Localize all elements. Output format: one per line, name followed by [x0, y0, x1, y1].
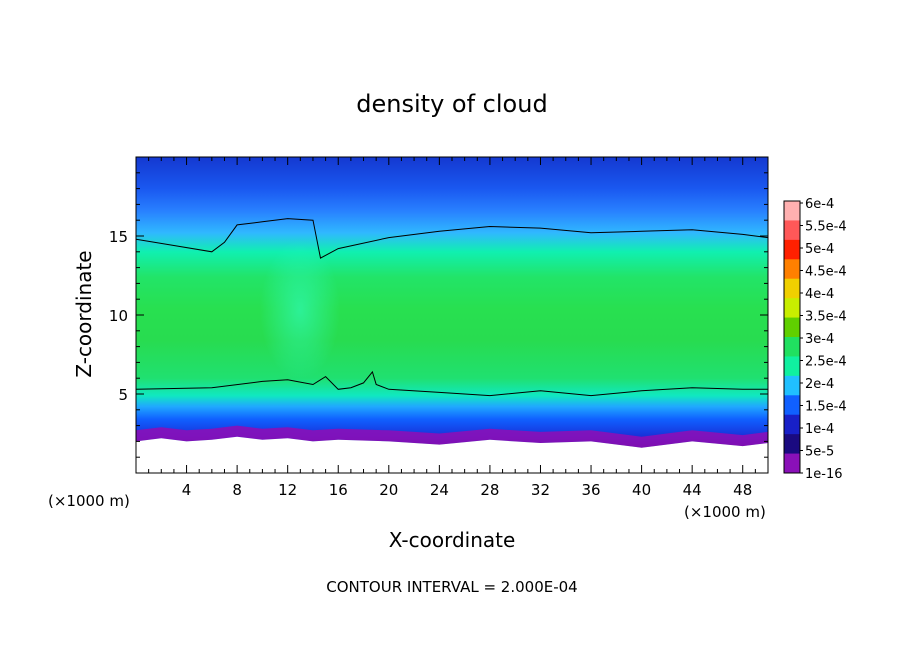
y-axis-label: Z-coordinate	[72, 250, 96, 377]
x-tick-label: 8	[232, 481, 242, 499]
x-tick-label: 32	[531, 481, 550, 499]
colorbar-label: 1e-4	[805, 422, 834, 437]
x-axis-label: X-coordinate	[389, 528, 516, 552]
colorbar-label: 5e-5	[805, 445, 834, 460]
colorbar-swatch	[784, 239, 800, 260]
x-tick-label: 20	[379, 481, 398, 499]
x-tick-label: 36	[581, 481, 600, 499]
colorbar-swatch	[784, 414, 800, 435]
density-field	[136, 157, 768, 473]
chart-title: density of cloud	[356, 90, 547, 118]
x-tick-label: 48	[733, 481, 752, 499]
colorbar-swatch	[784, 278, 800, 299]
y-tick-label: 15	[109, 228, 128, 246]
cloud-base-band	[136, 425, 768, 448]
colorbar-label: 2.5e-4	[805, 355, 847, 370]
colorbar-swatch	[784, 375, 800, 396]
colorbar-label: 3.5e-4	[805, 310, 847, 325]
colorbar-swatch	[784, 317, 800, 338]
colorbar-swatch	[784, 337, 800, 357]
colorbar-swatch	[784, 201, 800, 221]
clear-air-region	[136, 436, 768, 473]
plot-area	[136, 157, 768, 473]
contour-lower	[136, 370, 768, 397]
contour-upper	[136, 218, 768, 259]
colorbar-label: 3e-4	[805, 332, 834, 347]
x-axis: 4 8 12 16 20 24 28 32 36 40 44 48	[148, 157, 756, 499]
colorbar-frame	[783, 200, 801, 474]
x-tick-label: 44	[683, 481, 702, 499]
x-unit-left: (×1000 m)	[48, 492, 130, 510]
colorbar: 6e-4 5.5e-4 5e-4 4.5e-4 4e-4 3.5e-4 3e-4 2.5e-4…	[783, 197, 847, 482]
x-tick-label: 40	[632, 481, 651, 499]
colorbar-label: 4e-4	[805, 287, 834, 302]
colorbar-swatch	[784, 220, 800, 241]
x-tick-label: 24	[430, 481, 449, 499]
colorbar-swatch	[784, 298, 800, 319]
colorbar-swatch	[784, 259, 800, 280]
colorbar-label: 5e-4	[805, 242, 834, 257]
x-unit-right: (×1000 m)	[684, 503, 766, 521]
colorbar-label: 2e-4	[805, 377, 834, 392]
colorbar-swatch	[784, 356, 800, 377]
x-tick-label: 28	[480, 481, 499, 499]
contour-interval-note: CONTOUR INTERVAL = 2.000E-04	[326, 578, 577, 596]
y-tick-label: 5	[118, 386, 128, 404]
y-tick-label: 10	[109, 307, 128, 325]
y-axis: 5 10 15	[109, 172, 768, 458]
x-tick-label: 12	[278, 481, 297, 499]
updraft-plume	[260, 240, 340, 380]
x-tick-label: 4	[182, 481, 192, 499]
colorbar-label: 4.5e-4	[805, 265, 847, 280]
colorbar-label: 1e-16	[805, 467, 843, 482]
colorbar-label: 5.5e-4	[805, 220, 847, 235]
colorbar-label: 6e-4	[805, 197, 834, 212]
x-tick-label: 16	[329, 481, 348, 499]
colorbar-swatch	[784, 395, 800, 416]
colorbar-swatch	[784, 434, 800, 455]
colorbar-label: 1.5e-4	[805, 400, 847, 415]
colorbar-swatch	[784, 453, 800, 474]
